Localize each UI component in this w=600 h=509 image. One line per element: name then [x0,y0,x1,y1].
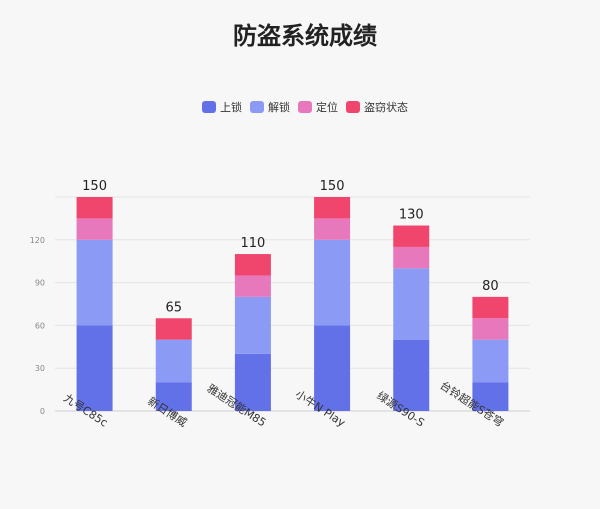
bar-segment[interactable] [393,339,430,411]
legend-swatch [346,101,360,113]
y-tick-label: 90 [35,279,45,288]
bar-segment[interactable] [393,225,430,247]
bar-segment[interactable] [234,353,271,411]
legend-label: 定位 [316,100,338,114]
bar-segment[interactable] [155,382,192,411]
y-tick-label: 60 [35,321,45,330]
bar-total-label: 130 [399,208,424,223]
bar-segment[interactable] [393,268,430,340]
bar-segment[interactable] [314,239,351,326]
legend-label: 上锁 [220,100,242,114]
legend-item[interactable]: 解锁 [250,100,290,114]
bar-segment[interactable] [472,339,509,383]
legend-swatch [250,101,264,113]
bar-segment[interactable] [155,318,192,340]
bar-segment[interactable] [472,382,509,411]
grid [55,196,530,412]
total-labels: 150 65 110 150 130 80 [82,179,499,315]
bar-segment[interactable] [155,339,192,383]
bar-segment[interactable] [393,246,430,269]
y-tick-label: 120 [30,236,45,245]
bar-segment[interactable] [234,275,271,297]
bar-segment[interactable] [314,197,351,219]
bar-segment[interactable] [234,254,271,276]
y-axis: 0 30 60 90 120 [30,236,45,416]
legend-item[interactable]: 定位 [298,100,338,114]
bar-total-label: 110 [241,236,266,251]
legend-label: 解锁 [268,100,290,114]
bar-total-label: 150 [82,179,107,194]
chart-title: 防盗系统成绩 [233,22,377,50]
legend-label: 盗窃状态 [364,100,408,114]
bar-total-label: 65 [165,300,182,315]
bar-segment[interactable] [314,325,351,411]
bar-total-label: 150 [320,179,345,194]
legend-swatch [202,101,216,113]
bar-segment[interactable] [76,218,113,240]
y-tick-label: 30 [35,364,45,373]
bar-segment[interactable] [472,296,509,319]
legend-item[interactable]: 上锁 [202,100,242,114]
legend-item[interactable]: 盗窃状态 [346,100,408,114]
bar-segment[interactable] [234,296,271,354]
y-tick-label: 0 [40,407,45,416]
bar-total-label: 80 [482,279,499,294]
bars [76,197,509,411]
legend-swatch [298,101,312,113]
legend[interactable]: 上锁 解锁 定位 盗窃状态 [202,100,408,114]
x-axis: 九号C85c 新日博威 雅迪冠能M85 小牛N Play 绿源S90-S 台铃超能S苍穹 [61,378,506,430]
bar-segment[interactable] [472,318,509,340]
bar-segment[interactable] [76,197,113,219]
bar-segment[interactable] [76,239,113,326]
bar-segment[interactable] [314,218,351,240]
bar-segment[interactable] [76,325,113,411]
